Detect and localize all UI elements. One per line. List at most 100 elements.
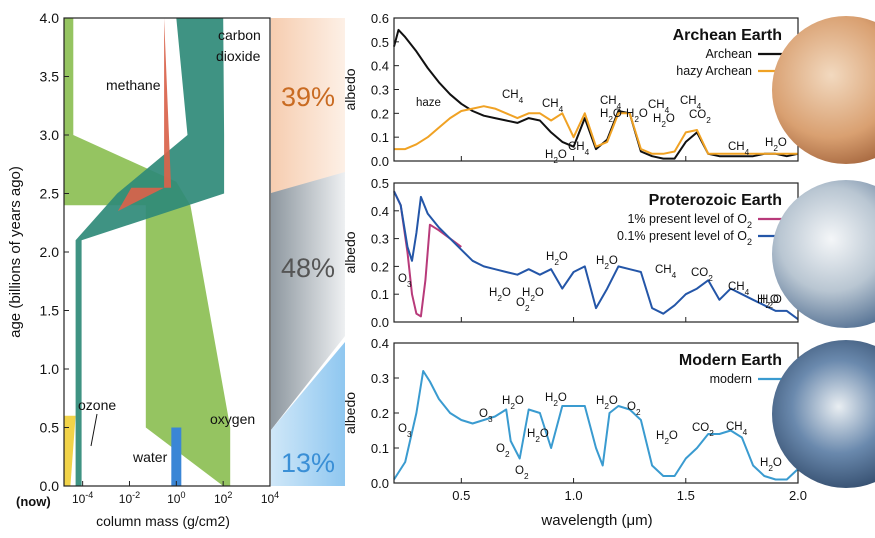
archean-band <box>271 18 345 193</box>
archean-y-tick-label: 0.1 <box>371 130 389 145</box>
modern-percentage: 13% <box>281 448 335 478</box>
archean-legend-title: Archean Earth <box>673 27 782 44</box>
modern-annotation: H2O <box>527 428 549 444</box>
proterozoic-series-line <box>393 190 462 318</box>
proterozoic-y-tick-label: 0.1 <box>371 287 389 302</box>
modern-annotation: O2 <box>515 465 529 481</box>
left-y-axis-label: age (billions of years ago) <box>7 166 24 338</box>
proterozoic-annotation: O2 <box>516 297 530 313</box>
archean-annotation: H2O <box>626 108 648 124</box>
left-y-ticks: 0.0 0.5 1.0 1.5 2.0 2.5 3.0 3.5 4.0 <box>40 10 69 494</box>
modern-annotation: H2O <box>596 395 618 411</box>
left-y-tick-label: 2.5 <box>40 186 60 202</box>
proterozoic-annotation: CH4 <box>728 281 750 297</box>
spectra-panels: 0.0 0.1 0.2 0.3 0.4 0.5 0.6 albedo Archean Earth… <box>342 11 799 491</box>
spectra-x-axis: 0.5 1.0 1.5 2.0 wavelength (μm) <box>452 488 807 529</box>
carbon-label: carbon <box>218 27 261 43</box>
left-y-tick-label: 0.0 <box>40 478 60 494</box>
proterozoic-annotation: CO2 <box>691 267 713 283</box>
proterozoic-percentage: 48% <box>281 253 335 283</box>
methane-label: methane <box>106 77 161 93</box>
left-y-tick-label: 3.5 <box>40 69 60 85</box>
modern-y-tick-label: 0.4 <box>371 336 389 351</box>
archean-y-tick-label: 0.0 <box>371 154 389 169</box>
modern-y-tick-label: 0.1 <box>371 441 389 456</box>
archean-series-line <box>394 105 798 155</box>
archean-planet <box>772 16 875 164</box>
oxygen-band <box>64 18 231 486</box>
archean-percentage: 39% <box>281 82 335 112</box>
proterozoic-annotation: H2O <box>522 287 544 303</box>
proterozoic-legend-entry: 1% present level of O2 <box>627 212 752 230</box>
proterozoic-y-tick-label: 0.0 <box>371 315 389 330</box>
now-label: (now) <box>16 494 51 509</box>
proterozoic-band <box>271 172 345 430</box>
modern-band <box>271 342 345 486</box>
proterozoic-legend-entry: 0.1% present level of O2 <box>617 229 752 247</box>
proterozoic-annotation: O3 <box>398 273 412 289</box>
modern-annotation: H2O <box>656 430 678 446</box>
modern-series-line <box>393 370 799 481</box>
modern-legend-title: Modern Earth <box>679 352 782 369</box>
age-bands: 39% 48% 13% <box>271 18 345 486</box>
archean-series-line <box>393 28 799 160</box>
atmosphere-chart: 0.00.51.01.52.02.53.03.54.0 10-4 10-2 100 1… <box>7 10 279 529</box>
proterozoic-panel: 0.0 0.1 0.2 0.3 0.4 0.5 albedo Proterozoic Eart… <box>342 176 799 330</box>
left-x-tick-label: 104 <box>261 490 279 506</box>
proterozoic-legend-title: Proterozoic Earth <box>649 192 782 209</box>
archean-annotation: CO2 <box>689 109 711 125</box>
archean-annotation: haze <box>416 97 441 109</box>
ozone-label: ozone <box>78 397 116 413</box>
wavelength-axis-label: wavelength (μm) <box>540 512 652 529</box>
proterozoic-annotation: CH4 <box>655 264 677 280</box>
water-label: water <box>132 449 168 465</box>
left-x-tick-label: 100 <box>167 490 185 506</box>
left-y-tick-label: 3.0 <box>40 127 60 143</box>
proterozoic-annotation: H2O <box>760 294 782 310</box>
proterozoic-y-tick-label: 0.5 <box>371 176 389 191</box>
archean-y-tick-label: 0.6 <box>371 11 389 26</box>
proterozoic-y-axis-label: albedo <box>342 231 358 273</box>
wavelength-ticks: 0.5 1.0 1.5 2.0 <box>452 488 807 503</box>
left-y-tick-label: 1.5 <box>40 303 60 319</box>
archean-annotation: H2O <box>545 149 567 165</box>
dioxide-label: dioxide <box>216 48 261 64</box>
modern-annotation: O3 <box>398 423 412 439</box>
proterozoic-y-tick-label: 0.4 <box>371 204 389 219</box>
left-y-tick-label: 4.0 <box>40 10 60 26</box>
modern-legend-entry: modern <box>710 372 752 386</box>
modern-y-axis-label: albedo <box>342 392 358 434</box>
modern-annotation: O2 <box>627 401 641 417</box>
ozone-band <box>64 415 76 486</box>
archean-y-tick-label: 0.2 <box>371 106 389 121</box>
modern-annotation: CO2 <box>692 422 714 438</box>
modern-annotation: CH4 <box>726 421 748 437</box>
modern-panel: 0.0 0.1 0.2 0.3 0.4 albedo Modern Earth modern O… <box>342 336 799 491</box>
archean-annotation: CH4 <box>600 95 622 111</box>
modern-annotation: H2O <box>545 392 567 408</box>
carbon-dioxide-band <box>75 18 225 486</box>
left-x-tick-label: 10-4 <box>72 490 93 506</box>
oxygen-label: oxygen <box>210 411 255 427</box>
modern-y-tick-label: 0.3 <box>371 371 389 386</box>
modern-annotation: H2O <box>760 457 782 473</box>
archean-y-tick-label: 0.4 <box>371 59 389 74</box>
archean-y-axis-label: albedo <box>342 68 358 110</box>
archean-y-tick-label: 0.5 <box>371 35 389 50</box>
wavelength-tick-label: 2.0 <box>789 488 807 503</box>
wavelength-tick-label: 0.5 <box>452 488 470 503</box>
modern-planet <box>772 340 875 488</box>
modern-y-tick-label: 0.2 <box>371 406 389 421</box>
left-x-axis-label: column mass (g/cm2) <box>96 513 230 529</box>
archean-annotation: H2O <box>653 113 675 129</box>
proterozoic-y-tick-label: 0.2 <box>371 259 389 274</box>
archean-annotation: H2O <box>600 108 622 124</box>
proterozoic-annotation: H2O <box>546 251 568 267</box>
archean-annotation: CH4 <box>648 99 670 115</box>
archean-y-tick-label: 0.3 <box>371 83 389 98</box>
archean-panel: 0.0 0.1 0.2 0.3 0.4 0.5 0.6 albedo Archean Earth… <box>342 11 799 169</box>
planet-images <box>772 16 875 488</box>
archean-annotation: CH4 <box>502 89 524 105</box>
proterozoic-annotation: H2O <box>596 255 618 271</box>
